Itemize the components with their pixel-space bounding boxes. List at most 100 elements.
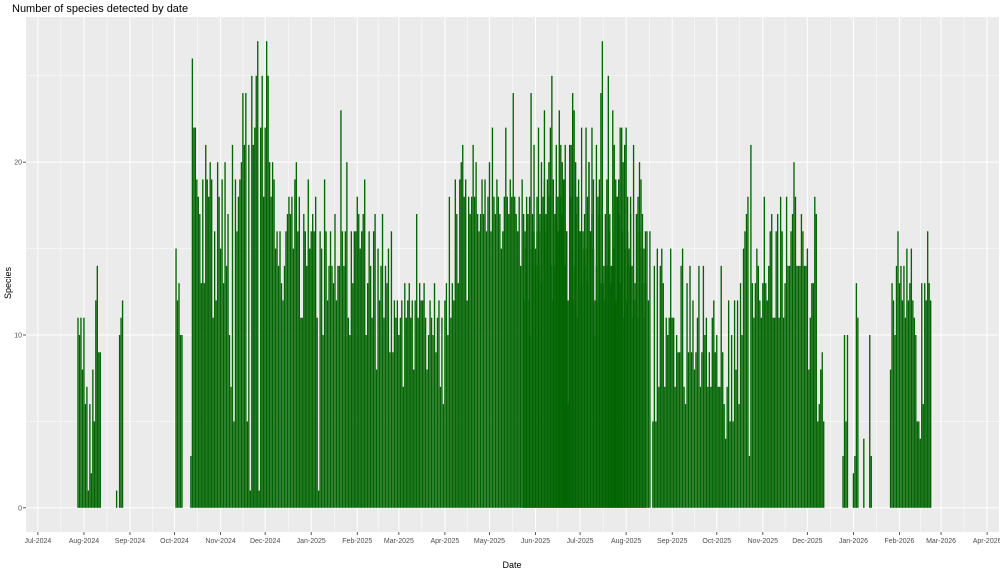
bar <box>283 265 286 508</box>
bar <box>436 317 439 508</box>
bar <box>897 231 899 508</box>
bar <box>820 369 822 508</box>
bar <box>726 386 728 508</box>
bar <box>258 490 260 508</box>
bar <box>239 179 241 508</box>
bar <box>763 196 765 508</box>
bar <box>610 283 612 508</box>
bar <box>416 214 418 508</box>
bar <box>301 317 303 508</box>
bar <box>629 214 632 508</box>
bar <box>646 231 648 508</box>
bar <box>248 144 250 508</box>
bar <box>476 214 479 508</box>
bar <box>681 248 684 508</box>
bar <box>401 300 403 508</box>
bar <box>797 265 800 508</box>
bar <box>895 265 898 508</box>
bar <box>563 179 565 508</box>
x-tick-label: May-2025 <box>474 538 505 545</box>
bar <box>717 386 719 508</box>
y-tick-label: 20 <box>14 160 22 167</box>
bar <box>687 352 690 508</box>
bar <box>525 214 528 508</box>
bar <box>732 421 734 508</box>
bar <box>808 369 810 508</box>
bar <box>894 334 896 508</box>
bar <box>334 214 336 508</box>
x-tick-label: Jul-2025 <box>567 538 594 545</box>
bar <box>429 300 431 508</box>
bar <box>530 248 532 508</box>
bar <box>735 369 737 508</box>
bar <box>378 300 381 508</box>
bar <box>346 162 348 508</box>
bar <box>202 179 204 508</box>
bar <box>430 317 433 508</box>
bar <box>216 162 219 508</box>
bar <box>747 196 749 508</box>
bar <box>891 283 893 508</box>
bar <box>459 179 461 508</box>
bar <box>753 317 755 508</box>
bar <box>739 283 742 508</box>
bar <box>716 334 718 508</box>
bar <box>280 283 283 508</box>
bar <box>736 300 739 508</box>
bar <box>274 248 277 508</box>
bar <box>616 196 618 508</box>
bar <box>312 214 314 508</box>
bar <box>686 283 688 508</box>
bar <box>465 179 467 508</box>
bar <box>922 404 924 508</box>
bar <box>576 317 578 508</box>
bar <box>511 196 513 508</box>
bar <box>652 421 654 508</box>
bar <box>719 386 721 508</box>
bar <box>765 283 767 508</box>
bar <box>612 265 614 508</box>
bar <box>292 248 295 508</box>
bar <box>549 196 552 508</box>
bar <box>571 300 574 508</box>
bar <box>317 490 320 508</box>
bar <box>408 283 410 508</box>
bar <box>769 231 771 508</box>
bar <box>751 283 754 508</box>
bar <box>558 110 560 508</box>
bar <box>285 231 287 508</box>
bar <box>561 162 563 508</box>
bar <box>564 265 566 508</box>
bar <box>289 214 292 508</box>
bar <box>779 196 782 508</box>
bar <box>374 214 376 508</box>
bar <box>772 317 774 508</box>
bar <box>521 179 523 508</box>
bar <box>809 317 812 508</box>
bar <box>733 300 736 508</box>
bar <box>445 283 448 508</box>
bar <box>193 127 195 508</box>
bar <box>781 231 783 508</box>
bar <box>491 127 494 508</box>
bar <box>802 231 804 508</box>
bar <box>372 231 375 508</box>
bar <box>203 283 205 508</box>
bar <box>601 41 604 508</box>
bar <box>548 162 550 508</box>
bar <box>344 231 347 508</box>
bar <box>799 265 801 508</box>
bar <box>398 334 400 508</box>
bar <box>638 231 641 508</box>
bar <box>485 231 488 508</box>
bar <box>90 473 93 508</box>
bar <box>744 231 746 508</box>
bar <box>252 144 254 508</box>
x-axis: Jul-2024 Aug-2024 Sep-2024 Oct-2024 Nov-2024… <box>24 532 1000 545</box>
bar <box>181 334 183 508</box>
bars <box>77 41 932 508</box>
bar <box>497 196 500 508</box>
bar <box>407 300 409 508</box>
bar <box>231 144 234 508</box>
bar <box>817 421 819 508</box>
